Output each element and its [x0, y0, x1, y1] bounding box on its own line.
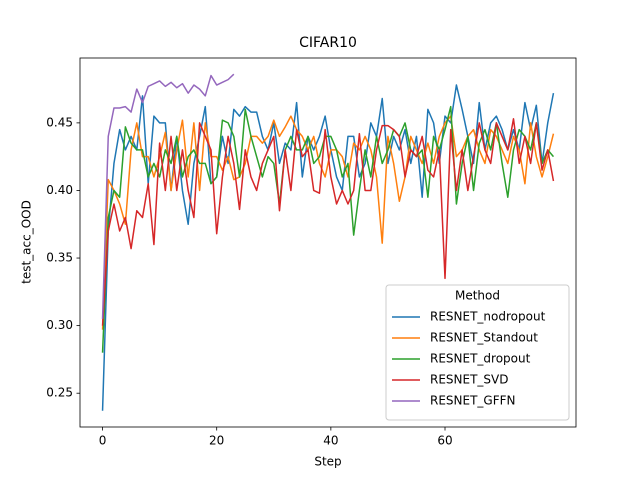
legend-label: RESNET_SVD [430, 373, 509, 387]
y-tick-label: 0.30 [46, 318, 73, 332]
y-tick-label: 0.40 [46, 183, 73, 197]
legend: Method RESNET_nodropout RESNET_Standout RES… [385, 284, 570, 421]
y-tick-label: 0.35 [46, 251, 73, 265]
series-line [101, 118, 555, 326]
x-tick-label: 0 [99, 434, 107, 448]
y-tick-label: 0.25 [46, 386, 73, 400]
y-tick-label: 0.45 [46, 115, 73, 129]
legend-box [385, 284, 570, 421]
axes-frame [79, 57, 577, 428]
series-line [101, 105, 555, 353]
y-axis-label: test_acc_OOD [20, 200, 34, 284]
x-tick-label: 20 [209, 434, 224, 448]
legend-title: Method [455, 289, 500, 303]
legend-label: RESNET_dropout [430, 352, 531, 366]
legend-label: RESNET_Standout [430, 331, 538, 345]
x-tick-label: 60 [437, 434, 452, 448]
x-axis-label: Step [314, 455, 341, 469]
series-line [101, 73, 235, 319]
chart-title: CIFAR10 [299, 35, 357, 51]
legend-label: RESNET_nodropout [430, 310, 546, 324]
x-tick-label: 40 [323, 434, 338, 448]
legend-label: RESNET_GFFN [430, 394, 516, 408]
